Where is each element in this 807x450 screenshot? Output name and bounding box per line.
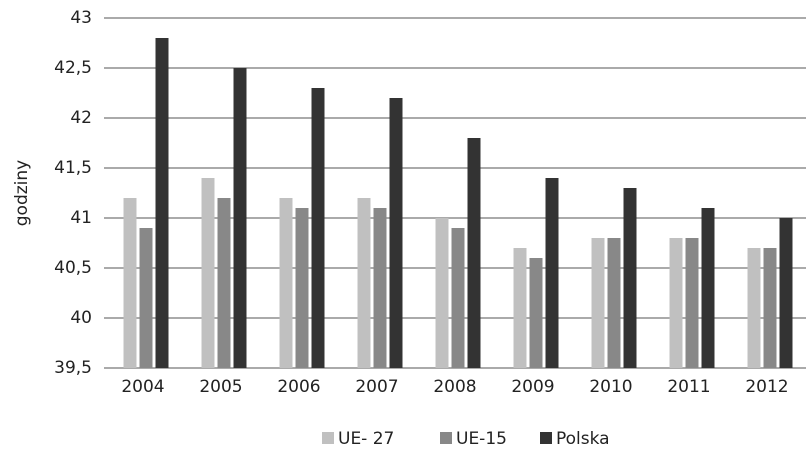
bar bbox=[763, 248, 777, 368]
bar bbox=[373, 208, 387, 368]
bar bbox=[155, 38, 169, 368]
bar bbox=[435, 218, 449, 368]
bar bbox=[123, 198, 137, 368]
y-tick-label: 40 bbox=[70, 308, 92, 328]
bar bbox=[139, 228, 153, 368]
x-tick-label: 2012 bbox=[745, 377, 788, 397]
y-tick-label: 39,5 bbox=[54, 358, 92, 378]
y-tick-label: 42,5 bbox=[54, 58, 92, 78]
x-tick-label: 2006 bbox=[277, 377, 320, 397]
x-tick-label: 2008 bbox=[433, 377, 476, 397]
bar bbox=[233, 68, 247, 368]
x-tick-label: 2011 bbox=[667, 377, 710, 397]
legend-label: Polska bbox=[556, 429, 610, 449]
bar bbox=[451, 228, 465, 368]
bar bbox=[513, 248, 527, 368]
bar bbox=[217, 198, 231, 368]
legend-label: UE- 27 bbox=[338, 429, 394, 449]
x-tick-label: 2007 bbox=[355, 377, 398, 397]
legend-swatch bbox=[540, 432, 552, 444]
x-tick-label: 2005 bbox=[199, 377, 242, 397]
y-tick-label: 40,5 bbox=[54, 258, 92, 278]
bar bbox=[779, 218, 793, 368]
x-tick-label: 2004 bbox=[121, 377, 164, 397]
y-tick-label: 42 bbox=[70, 108, 92, 128]
x-tick-label: 2009 bbox=[511, 377, 554, 397]
bar bbox=[545, 178, 559, 368]
y-tick-label: 43 bbox=[70, 8, 92, 28]
y-tick-label: 41,5 bbox=[54, 158, 92, 178]
bar bbox=[685, 238, 699, 368]
bar bbox=[467, 138, 481, 368]
bar bbox=[701, 208, 715, 368]
legend-label: UE-15 bbox=[456, 429, 507, 449]
bar bbox=[389, 98, 403, 368]
y-axis-label: godziny bbox=[12, 160, 32, 226]
bar bbox=[529, 258, 543, 368]
bar bbox=[279, 198, 293, 368]
legend-swatch bbox=[440, 432, 452, 444]
bar bbox=[607, 238, 621, 368]
bar bbox=[623, 188, 637, 368]
bar bbox=[747, 248, 761, 368]
bar bbox=[295, 208, 309, 368]
bar bbox=[591, 238, 605, 368]
bar bbox=[357, 198, 371, 368]
y-tick-label: 41 bbox=[70, 208, 92, 228]
bar bbox=[311, 88, 325, 368]
x-tick-label: 2010 bbox=[589, 377, 632, 397]
bar bbox=[669, 238, 683, 368]
legend-swatch bbox=[322, 432, 334, 444]
bar bbox=[201, 178, 215, 368]
